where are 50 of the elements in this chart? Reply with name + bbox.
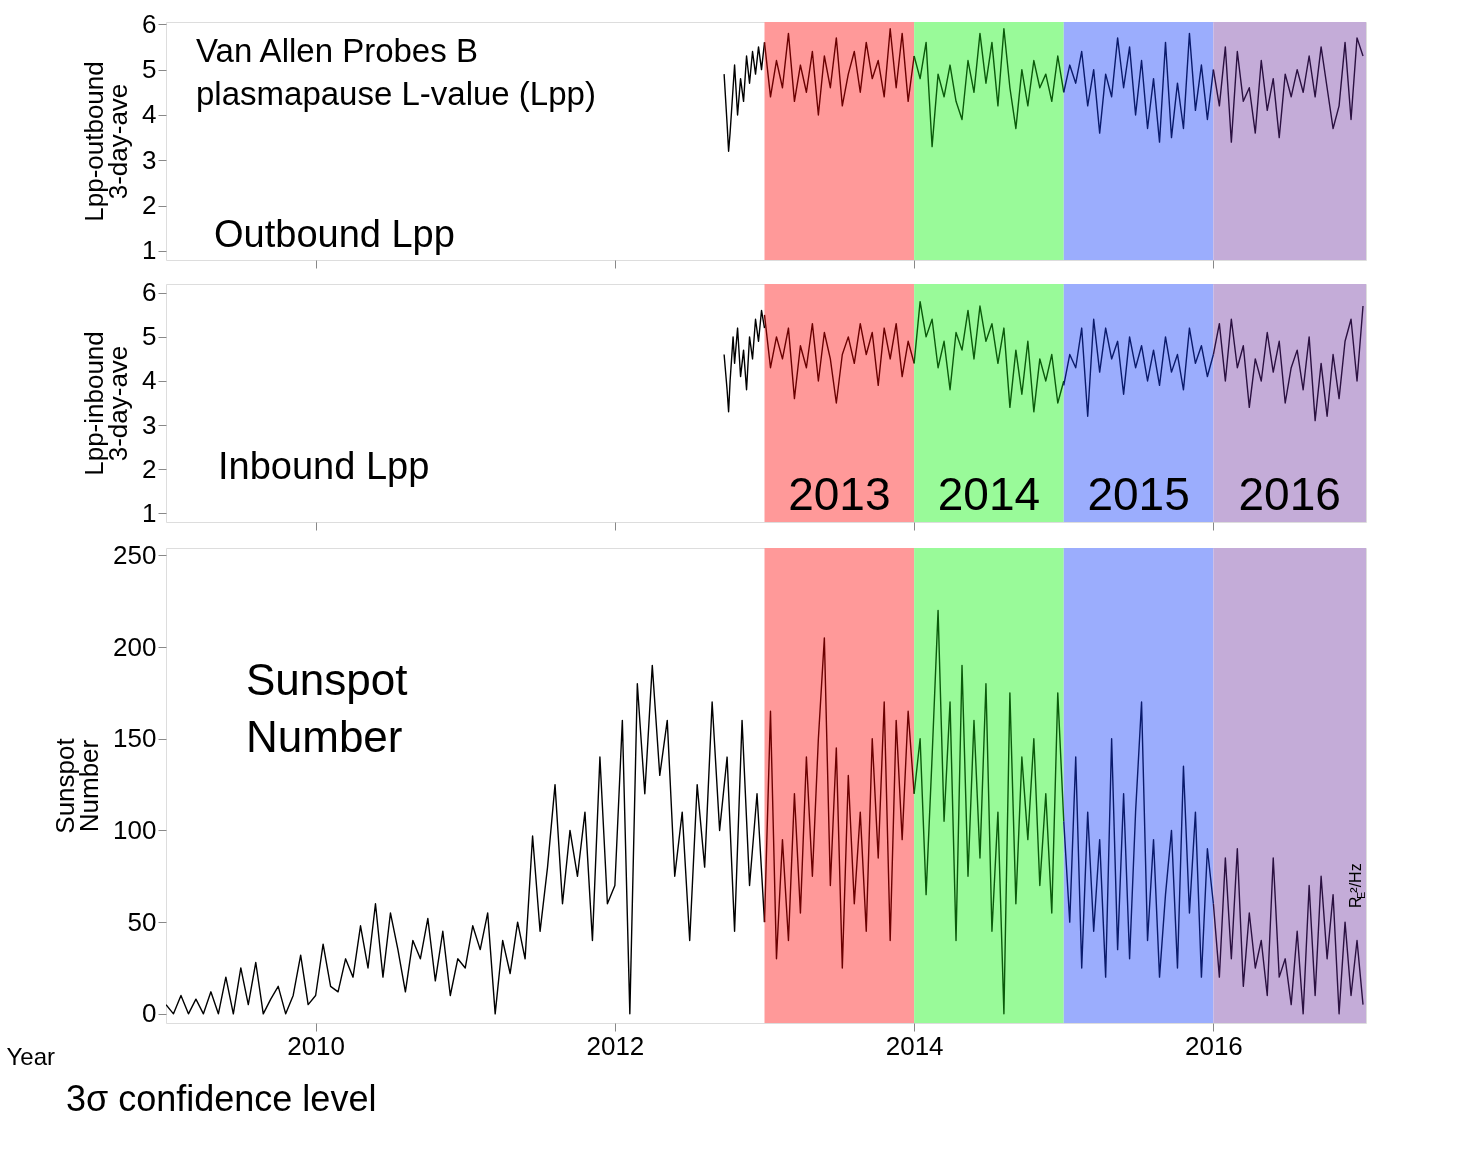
y-tick-label: 5 <box>142 321 157 352</box>
y-axis-title: Lpp-inbound 3-day-ave <box>79 331 134 476</box>
x-tick-label: 2016 <box>1184 1030 1243 1061</box>
line-series <box>1212 305 1364 422</box>
line-series <box>1063 701 1215 978</box>
y-tick-label: 50 <box>127 906 157 937</box>
line-series <box>763 314 915 404</box>
y-tick-label: 3 <box>142 409 157 440</box>
line-series <box>913 300 1065 413</box>
line-series <box>913 609 1065 1015</box>
line-series <box>763 28 915 116</box>
band-label: 2013 <box>788 468 891 520</box>
y-tick-label: 2 <box>142 190 157 221</box>
annotation: Van Allen Probes B plasmapause L-value (Lpp) <box>196 32 596 112</box>
annotation: Sunspot Number <box>246 655 408 762</box>
band-label: 2014 <box>937 468 1041 520</box>
line-series <box>1212 37 1364 143</box>
band-label: 2015 <box>1087 468 1190 520</box>
line-series <box>913 28 1065 148</box>
y-tick-label: 250 <box>113 539 157 570</box>
x-tick-label: 2014 <box>885 1030 944 1061</box>
y-tick-label: 6 <box>142 8 157 39</box>
line-series <box>1063 318 1215 417</box>
band-label: 2016 <box>1238 468 1341 520</box>
y-tick-label: 1 <box>142 235 157 266</box>
y-tick-label: 0 <box>142 998 157 1029</box>
line-series <box>723 309 766 413</box>
y-tick-label: 1 <box>142 497 157 528</box>
x-tick-label: 2010 <box>287 1030 346 1061</box>
y-tick-label: 4 <box>142 365 157 396</box>
y-axis-title: Lpp-outbound 3-day-ave <box>79 61 134 222</box>
line-series <box>166 664 766 1015</box>
annotation: Outbound Lpp <box>214 213 455 255</box>
annotation: RE²/Hz <box>1347 863 1367 908</box>
y-tick-label: 100 <box>113 814 157 845</box>
y-tick-label: 6 <box>142 277 157 308</box>
y-axis-title: Sunspot Number <box>50 737 105 834</box>
y-tick-label: 3 <box>142 144 157 175</box>
y-tick-label: 150 <box>113 723 157 754</box>
annotation: Inbound Lpp <box>218 445 430 487</box>
line-series <box>1063 32 1215 143</box>
x-tick-label: 2012 <box>586 1030 645 1061</box>
y-tick-label: 2 <box>142 453 157 484</box>
y-tick-label: 4 <box>142 99 157 130</box>
text: 3σ confidence level <box>66 1078 377 1119</box>
line-series <box>763 637 915 969</box>
line-series <box>1212 848 1364 1015</box>
y-tick-label: 200 <box>113 631 157 662</box>
x-axis-title: Year <box>6 1042 55 1070</box>
y-tick-label: 5 <box>142 54 157 85</box>
